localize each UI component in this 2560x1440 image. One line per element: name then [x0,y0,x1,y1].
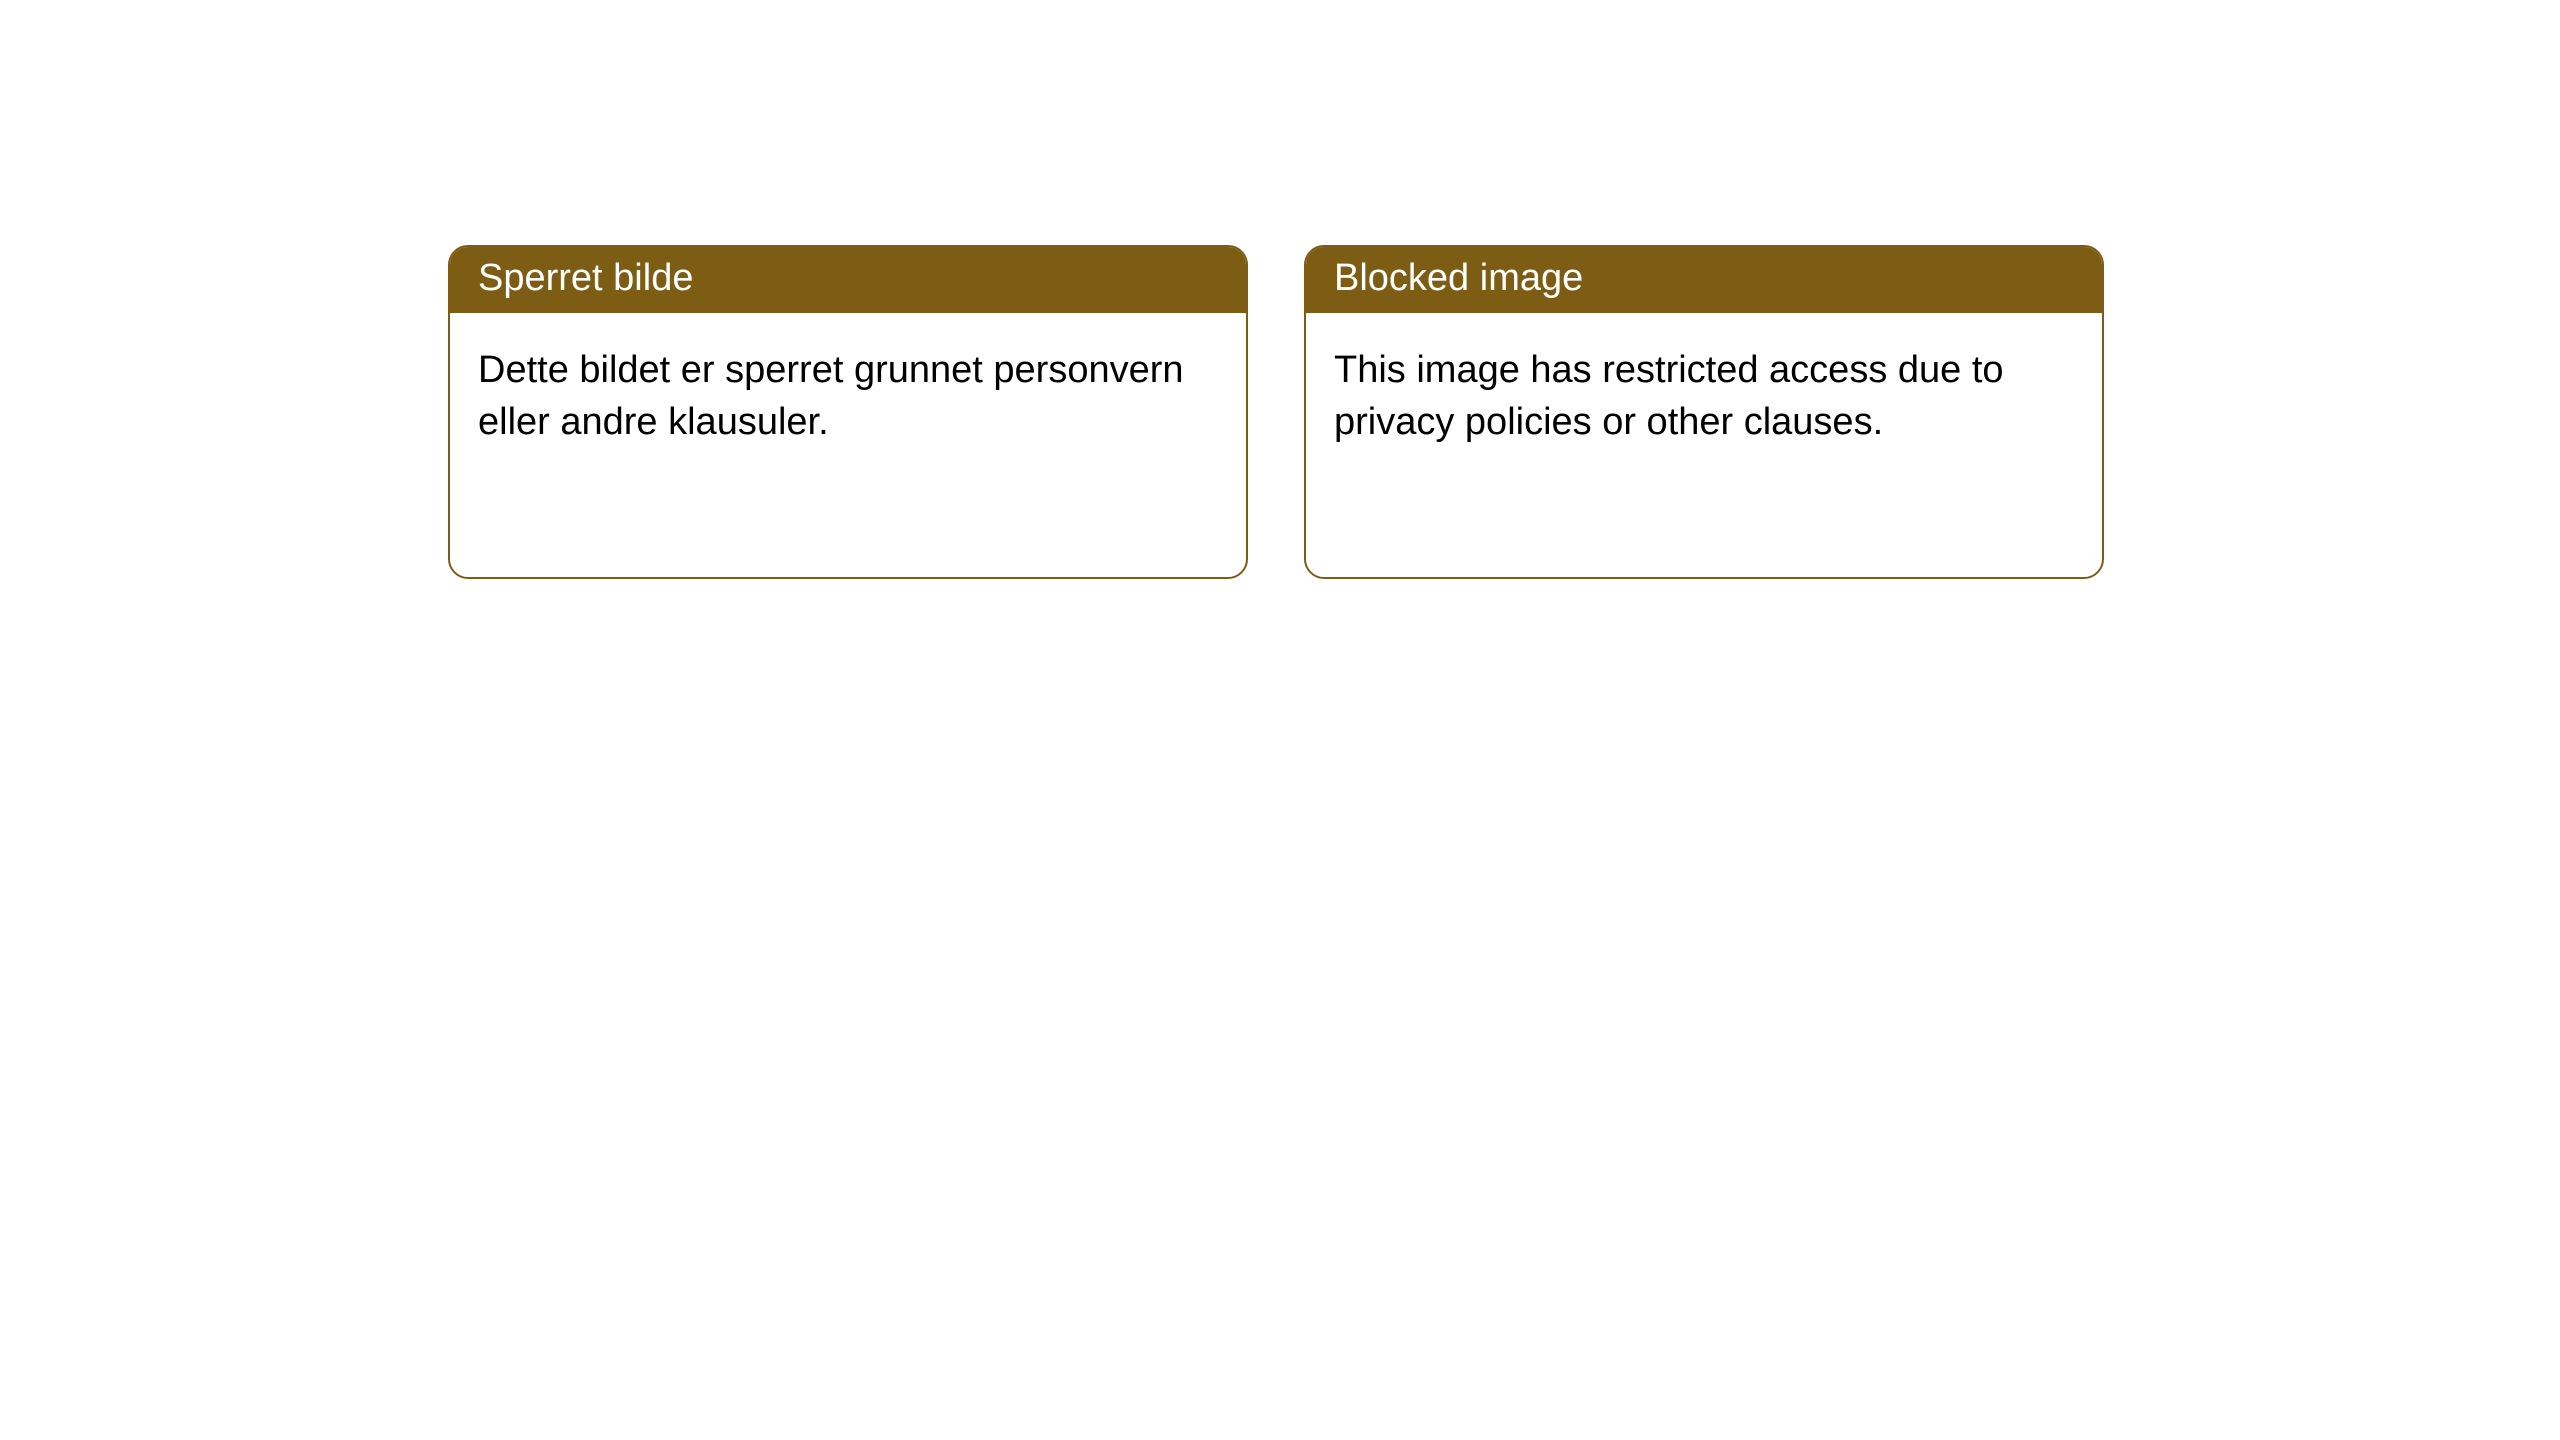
card-body: This image has restricted access due to … [1306,313,2102,476]
card-message: This image has restricted access due to … [1334,349,2004,442]
card-title: Sperret bilde [478,257,693,299]
card-message: Dette bildet er sperret grunnet personve… [478,349,1184,442]
blocked-image-card-no: Sperret bilde Dette bildet er sperret gr… [448,245,1248,579]
blocked-image-card-en: Blocked image This image has restricted … [1304,245,2104,579]
card-header: Sperret bilde [450,247,1246,313]
card-body: Dette bildet er sperret grunnet personve… [450,313,1246,476]
card-header: Blocked image [1306,247,2102,313]
cards-container: Sperret bilde Dette bildet er sperret gr… [0,0,2560,579]
card-title: Blocked image [1334,257,1583,299]
